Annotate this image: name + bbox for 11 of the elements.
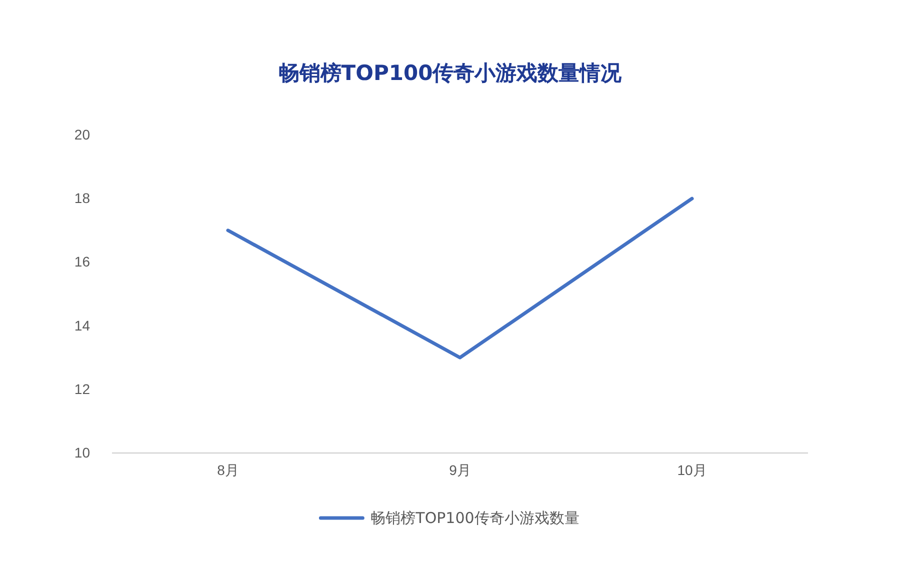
y-tick-label: 14 [74, 317, 90, 334]
x-tick-label: 9月 [449, 462, 471, 478]
x-tick-label: 10月 [677, 462, 707, 478]
y-tick-label: 16 [74, 254, 90, 270]
chart-title: 畅销榜TOP100传奇小游戏数量情况 [278, 61, 623, 85]
legend-label: 畅销榜TOP100传奇小游戏数量 [370, 509, 580, 527]
y-tick-label: 12 [74, 380, 90, 397]
y-tick-label: 20 [74, 126, 90, 142]
y-tick-label: 18 [74, 190, 90, 206]
y-tick-label: 10 [74, 444, 90, 460]
x-tick-label: 8月 [217, 462, 239, 478]
